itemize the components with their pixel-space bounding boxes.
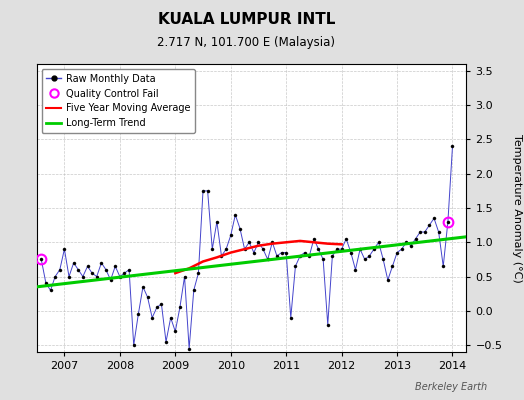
Legend: Raw Monthly Data, Quality Control Fail, Five Year Moving Average, Long-Term Tren: Raw Monthly Data, Quality Control Fail, … — [41, 69, 195, 133]
Text: KUALA LUMPUR INTL: KUALA LUMPUR INTL — [158, 12, 335, 27]
Y-axis label: Temperature Anomaly (°C): Temperature Anomaly (°C) — [512, 134, 522, 282]
Text: 2.717 N, 101.700 E (Malaysia): 2.717 N, 101.700 E (Malaysia) — [157, 36, 335, 49]
Text: Berkeley Earth: Berkeley Earth — [415, 382, 487, 392]
